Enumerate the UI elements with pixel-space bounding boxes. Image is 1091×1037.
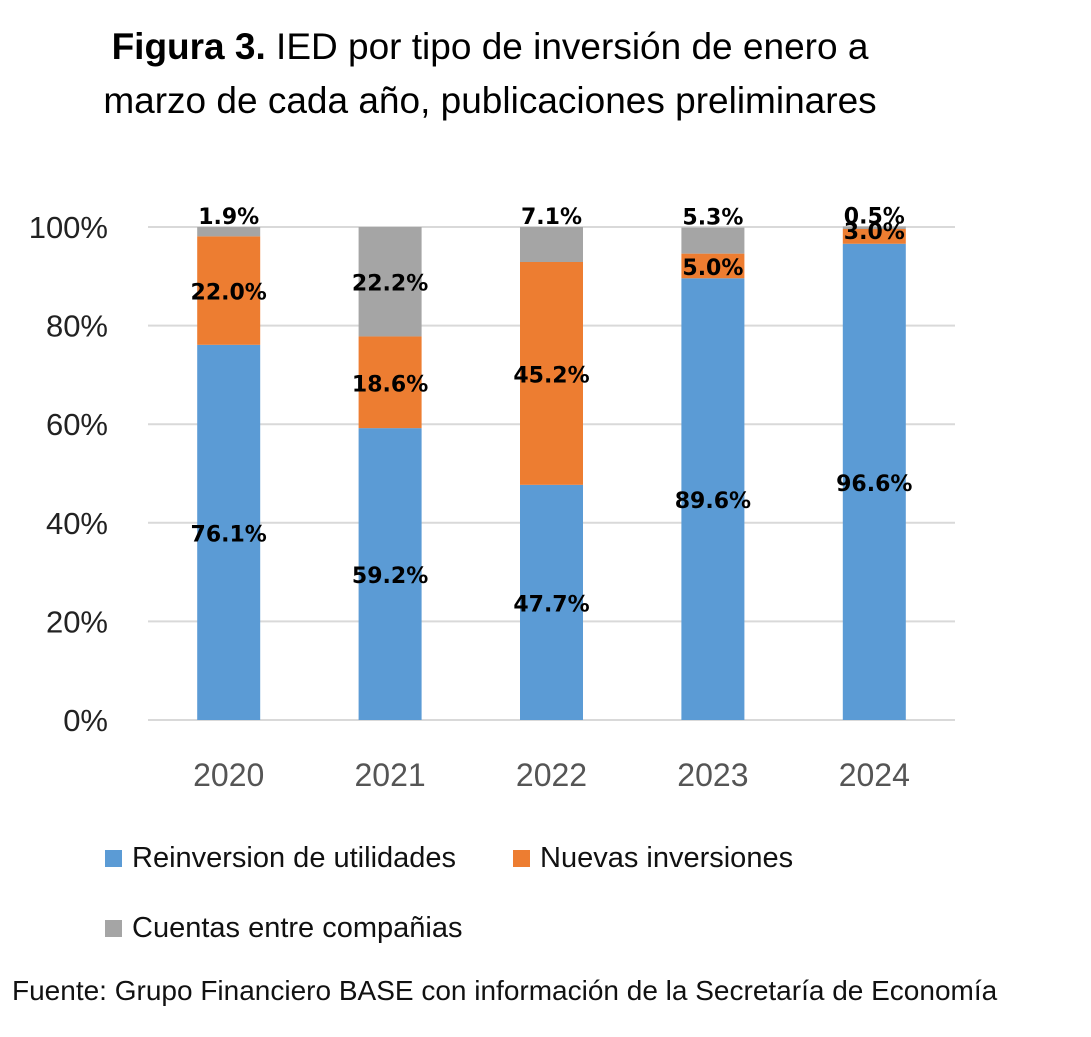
data-label: 3.0% bbox=[844, 220, 905, 245]
chart-title: Figura 3. IED por tipo de inversión de e… bbox=[90, 20, 890, 128]
legend-label-cuentas: Cuentas entre compañias bbox=[132, 912, 463, 944]
x-tick-label: 2023 bbox=[677, 757, 748, 793]
y-tick-label: 40% bbox=[46, 506, 108, 541]
x-tick-label: 2021 bbox=[355, 757, 426, 793]
bar-2020-series-0 bbox=[197, 344, 261, 720]
data-label: 5.3% bbox=[682, 205, 743, 230]
legend-item-cuentas: Cuentas entre compañias bbox=[105, 912, 462, 945]
bar-2022-series-0 bbox=[520, 484, 583, 720]
legend-item-nuevas: Nuevas inversiones bbox=[513, 842, 793, 875]
bar-2021-series-2 bbox=[358, 227, 422, 337]
data-label: 0.5% bbox=[844, 205, 905, 230]
data-label: 96.6% bbox=[836, 472, 912, 497]
bar-2023-series-2 bbox=[681, 227, 745, 254]
x-tick-label: 2022 bbox=[516, 757, 587, 793]
data-label: 18.6% bbox=[352, 372, 428, 397]
chart-title-text: IED por tipo de inversión de enero a mar… bbox=[103, 26, 877, 121]
x-tick-label: 2024 bbox=[839, 757, 910, 793]
source-note: Fuente: Grupo Financiero BASE con inform… bbox=[12, 975, 998, 1006]
legend-swatch-cuentas bbox=[105, 920, 122, 937]
bar-2021-series-1 bbox=[358, 336, 422, 429]
bar-2021-series-0 bbox=[358, 428, 422, 720]
bar-2020-series-2 bbox=[197, 227, 261, 237]
y-tick-label: 0% bbox=[63, 703, 108, 738]
y-tick-label: 20% bbox=[46, 604, 108, 639]
legend-swatch-nuevas bbox=[513, 850, 530, 867]
y-tick-label: 100% bbox=[29, 210, 108, 245]
bar-2024-series-0 bbox=[842, 243, 906, 720]
legend-swatch-reinversion bbox=[105, 850, 122, 867]
x-tick-label: 2020 bbox=[193, 757, 264, 793]
y-tick-label: 60% bbox=[46, 407, 108, 442]
y-tick-label: 80% bbox=[46, 309, 108, 344]
chart-title-prefix: Figura 3. bbox=[111, 26, 266, 67]
bar-2020-series-1 bbox=[197, 236, 261, 345]
bar-2023-series-1 bbox=[681, 253, 745, 279]
data-label: 7.1% bbox=[521, 205, 582, 230]
legend-label-nuevas: Nuevas inversiones bbox=[540, 842, 794, 874]
bar-2023-series-0 bbox=[681, 278, 745, 720]
data-label: 5.0% bbox=[682, 256, 743, 281]
data-label: 76.1% bbox=[191, 522, 267, 547]
data-label: 89.6% bbox=[675, 489, 751, 514]
bar-2024-series-1 bbox=[842, 228, 906, 244]
data-label: 1.9% bbox=[198, 205, 259, 230]
bar-2022-series-2 bbox=[520, 227, 583, 263]
data-label: 22.0% bbox=[191, 281, 267, 306]
data-label: 45.2% bbox=[513, 363, 589, 388]
stacked-bar-chart: 0% 20% 40% 60% 80% 100% 76.1% 22.0% 1.9% 2020 59.2… bbox=[29, 205, 955, 793]
legend-label-reinversion: Reinversion de utilidades bbox=[132, 842, 457, 874]
bar-2024-series-2 bbox=[842, 226, 906, 229]
data-label: 47.7% bbox=[513, 592, 589, 617]
bar-2022-series-1 bbox=[520, 262, 583, 485]
data-label: 59.2% bbox=[352, 564, 428, 589]
data-label: 22.2% bbox=[352, 272, 428, 297]
legend-item-reinversion: Reinversion de utilidades bbox=[105, 842, 456, 875]
